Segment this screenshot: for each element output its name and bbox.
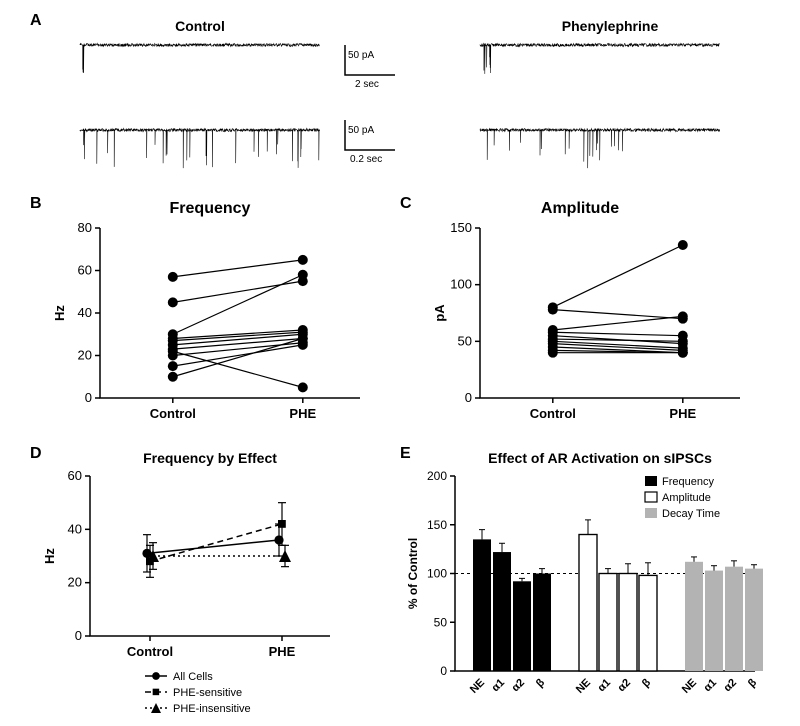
svg-text:Hz: Hz (52, 305, 67, 321)
svg-text:80: 80 (78, 220, 92, 235)
svg-text:40: 40 (68, 521, 82, 536)
svg-text:50 pA: 50 pA (348, 125, 374, 136)
svg-text:Control: Control (530, 406, 576, 421)
svg-text:NE: NE (680, 677, 699, 696)
svg-text:Control: Control (150, 406, 196, 421)
svg-text:60: 60 (78, 263, 92, 278)
svg-text:2 sec: 2 sec (355, 79, 379, 90)
panel-e-title: Effect of AR Activation on sIPSCs (440, 450, 760, 466)
svg-text:α2: α2 (510, 677, 528, 695)
svg-text:100: 100 (450, 277, 472, 292)
svg-text:α1: α1 (490, 677, 508, 695)
svg-text:150: 150 (427, 518, 447, 532)
svg-text:150: 150 (450, 220, 472, 235)
svg-text:All Cells: All Cells (173, 671, 213, 683)
svg-text:Control: Control (127, 644, 173, 659)
svg-text:Amplitude: Amplitude (662, 492, 711, 504)
svg-text:PHE: PHE (289, 406, 316, 421)
svg-text:40: 40 (78, 305, 92, 320)
svg-text:α1: α1 (702, 677, 720, 695)
svg-text:50: 50 (434, 615, 448, 629)
svg-text:Decay Time: Decay Time (662, 508, 720, 520)
panel-b-title: Frequency (100, 200, 320, 218)
svg-text:0: 0 (440, 664, 447, 678)
panel-c-title: Amplitude (470, 200, 690, 218)
svg-text:PHE-insensitive: PHE-insensitive (173, 703, 251, 715)
svg-text:0: 0 (465, 390, 472, 405)
chart-ar-activation: 050100150200% of ControlNEα1α2βNEα1α2βNE… (400, 466, 780, 726)
svg-text:100: 100 (427, 567, 447, 581)
panel-e-label: E (400, 445, 411, 463)
panel-a-traces: 50 pA 2 sec 50 pA 0.2 sec (0, 0, 800, 180)
svg-text:Hz: Hz (42, 548, 57, 564)
svg-text:0: 0 (75, 628, 82, 643)
svg-text:NE: NE (574, 677, 593, 696)
svg-text:Frequency: Frequency (662, 476, 714, 488)
svg-text:α2: α2 (616, 677, 634, 695)
svg-text:β: β (534, 676, 547, 689)
panel-c-label: C (400, 195, 412, 213)
chart-frequency: 0 20 40 60 80 Control PHE Hz (40, 218, 380, 448)
svg-text:α1: α1 (596, 677, 614, 695)
svg-text:PHE: PHE (269, 644, 296, 659)
panel-d-title: Frequency by Effect (85, 450, 335, 466)
svg-text:PHE-sensitive: PHE-sensitive (173, 687, 242, 699)
svg-text:0: 0 (85, 390, 92, 405)
svg-text:20: 20 (68, 575, 82, 590)
chart-amplitude: 0 50 100 150 Control PHE pA (420, 218, 760, 448)
svg-text:0.2 sec: 0.2 sec (350, 154, 382, 165)
svg-text:200: 200 (427, 469, 447, 483)
panel-b-label: B (30, 195, 42, 213)
svg-text:60: 60 (68, 468, 82, 483)
svg-text:α2: α2 (722, 677, 740, 695)
svg-text:20: 20 (78, 348, 92, 363)
svg-text:50 pA: 50 pA (348, 50, 374, 61)
svg-text:pA: pA (432, 304, 447, 322)
svg-text:% of Control: % of Control (406, 538, 420, 609)
svg-text:β: β (640, 676, 653, 689)
chart-freq-by-effect: 0 20 40 60 Control PHE Hz All Cells PHE-sensitiv… (30, 466, 390, 726)
svg-text:50: 50 (458, 333, 472, 348)
svg-text:PHE: PHE (669, 406, 696, 421)
svg-text:NE: NE (468, 677, 487, 696)
svg-text:β: β (746, 676, 759, 689)
